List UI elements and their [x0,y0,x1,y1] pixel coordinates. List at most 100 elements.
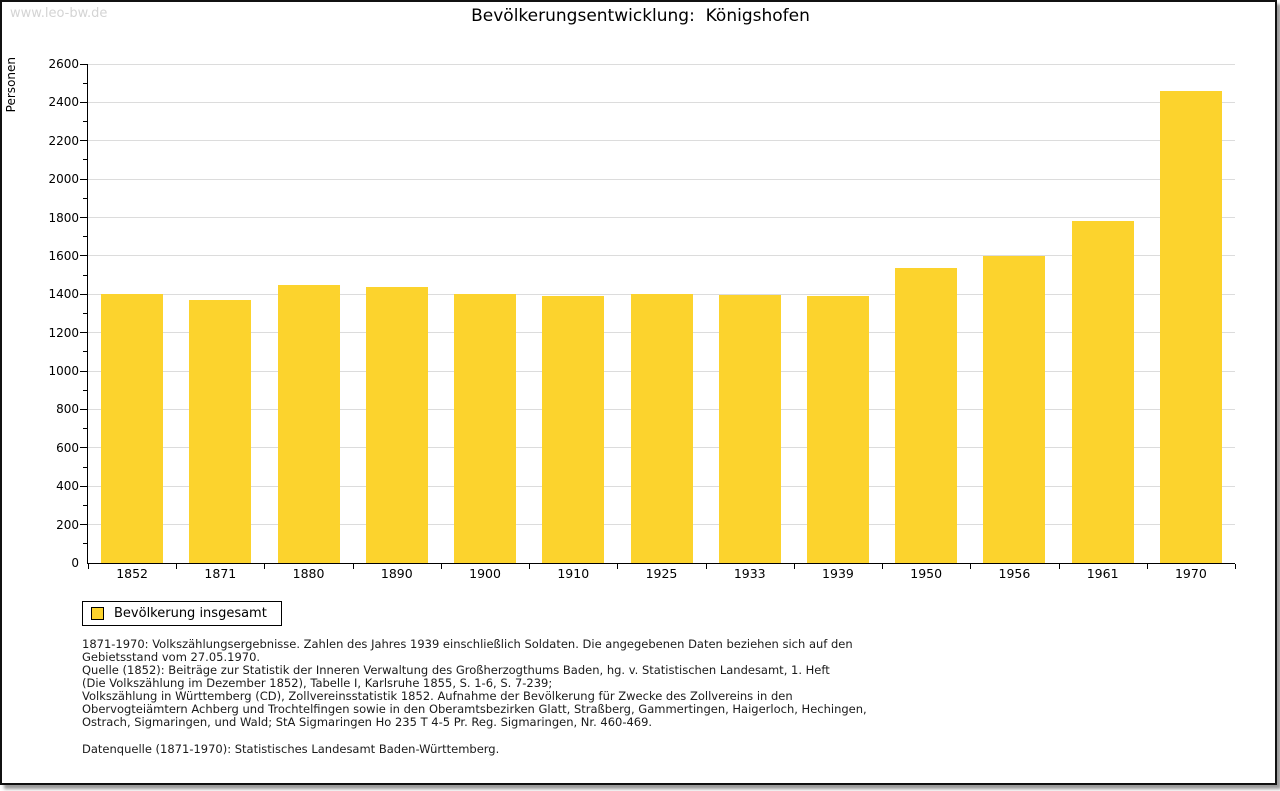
y-axis-tick [80,293,87,295]
y-axis-tick [80,332,87,334]
footnote-line: 1871-1970: Volkszählungsergebnisse. Zahl… [82,637,853,651]
x-axis-tick [88,564,89,569]
bar [101,294,164,563]
bar [454,294,517,563]
y-axis-tick [83,159,87,161]
y-axis-tick [80,408,87,410]
y-tick-label: 600 [56,440,79,455]
y-axis-tick [80,178,87,180]
bar [895,268,958,563]
plot-area: 0 200 400 600 800 1000 1200 1400 1600 1800 2000 220… [48,58,1236,581]
footnote-line: Volkszählung in Württemberg (CD), Zollve… [82,689,793,703]
x-tick-label: 1900 [469,566,501,581]
bar [542,296,605,563]
y-axis-tick [80,255,87,257]
x-axis-tick [176,564,178,569]
footnotes-block: 1871-1970: Volkszählungsergebnisse. Zahl… [82,638,867,729]
y-tick-label: 200 [56,517,79,532]
y-axis-tick [83,389,87,391]
y-axis-tick [80,101,87,103]
bar [189,299,252,563]
y-tick-label: 800 [56,402,79,417]
x-tick-label: 1910 [557,566,590,581]
x-tick-label: 1939 [822,566,854,581]
y-tick-label: 400 [56,479,79,494]
x-axis-tick [617,564,619,569]
y-axis-tick [83,274,87,276]
bar [806,296,869,563]
y-tick-label: 1200 [48,325,79,340]
bar [1071,221,1134,563]
x-tick-label: 1880 [292,566,325,581]
chart-title: Bevölkerungsentwicklung: Königshofen [471,6,810,26]
x-axis-tick [1058,564,1060,569]
y-axis-tick [83,351,87,353]
x-tick-label: 1890 [380,566,413,581]
gridline [88,255,1235,257]
y-axis-tick [83,543,87,545]
gridline [88,63,1235,65]
x-axis-tick [264,564,266,569]
footnote-line: Quelle (1852): Beiträge zur Statistik de… [82,663,830,677]
y-axis-tick [83,466,87,468]
x-tick-label: 1956 [998,566,1031,581]
y-axis-tick [80,63,87,65]
x-axis-tick [529,564,531,569]
x-tick-label: 1933 [733,566,766,581]
y-axis-tick [80,485,87,487]
watermark-text: www.leo-bw.de [10,6,108,21]
y-tick-label: 0 [71,556,79,570]
bar [630,293,693,563]
y-tick-label: 2200 [48,133,79,148]
x-axis-tick [352,564,354,569]
y-axis-tick [83,82,87,84]
footnote-line: Obervogteiämtern Achberg und Trochtelfin… [82,702,867,716]
x-axis-tick [440,564,442,569]
x-axis-tick [793,564,795,569]
bar [718,294,781,563]
gridline [88,140,1235,142]
x-tick-label: 1925 [645,566,678,581]
x-tick-label: 1970 [1174,566,1207,581]
x-axis-tick [970,564,972,569]
x-axis-tick [1146,564,1148,569]
y-axis-tick [80,524,87,526]
footnote-line: Ostrach, Sigmaringen, und Wald; StA Sigm… [82,715,653,729]
x-tick-label: 1871 [204,566,237,581]
y-tick-label: 1600 [48,248,79,263]
y-axis-tick [83,313,87,314]
y-tick-label: 1400 [48,287,79,302]
legend-label: Bevölkerung insgesamt [114,606,267,621]
legend-swatch-icon [91,607,104,620]
gridline [88,101,1235,103]
y-tick-label: 1800 [48,210,79,225]
y-tick-label: 2400 [48,95,79,110]
y-axis-tick [83,504,87,506]
y-axis-title: Personen [4,57,18,113]
y-axis-tick [83,121,87,123]
x-axis-tick [705,564,707,569]
y-axis-tick [80,140,87,142]
legend-box: Bevölkerung insgesamt [82,601,282,626]
y-axis-tick [83,236,87,238]
y-axis-tick [80,447,87,449]
x-axis-tick [882,564,884,569]
gridline [88,217,1235,219]
x-axis-tick [1235,564,1236,569]
y-axis-tick [80,217,87,219]
datasource-line: Datenquelle (1871-1970): Statistisches L… [82,742,500,756]
y-axis-tick [83,197,87,199]
bar [277,285,340,563]
y-tick-label: 2600 [48,57,79,71]
y-tick-label: 2000 [48,172,79,187]
bar [1159,90,1222,563]
x-tick-label: 1950 [910,566,943,581]
y-axis-tick [80,370,87,372]
y-tick-label: 1000 [48,364,79,379]
footnote-line: (Die Volkszählung im Dezember 1852), Tab… [82,676,553,690]
y-axis-tick [83,428,87,430]
x-tick-label: 1961 [1086,566,1119,581]
footnote-line: Gebietsstand vom 27.05.1970. [82,650,261,664]
x-tick-label: 1852 [116,566,149,581]
